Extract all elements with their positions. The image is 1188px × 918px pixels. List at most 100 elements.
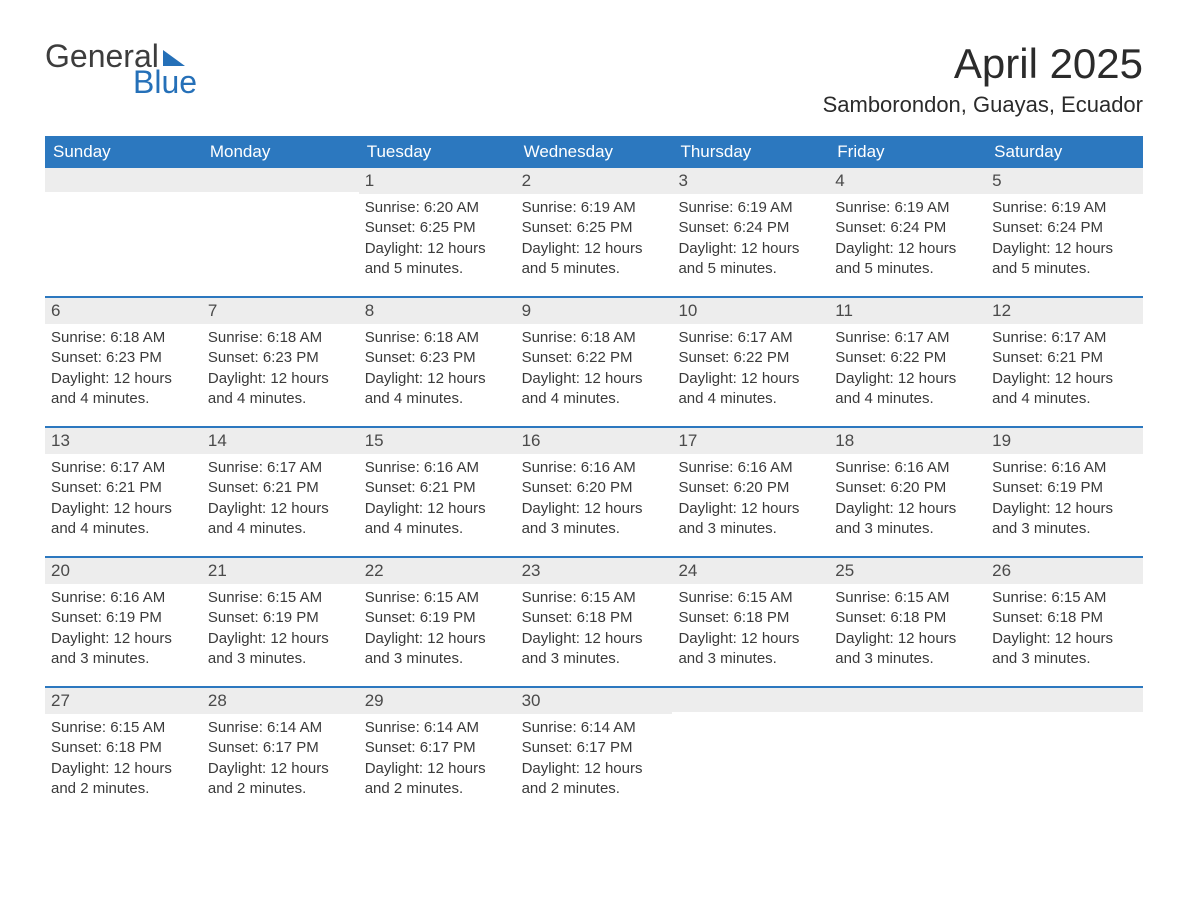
title-block: April 2025 Samborondon, Guayas, Ecuador: [823, 40, 1143, 118]
daynum-row: 4: [829, 168, 986, 194]
cell-line: Daylight: 12 hours and 3 minutes.: [208, 629, 351, 670]
cell-line: Sunset: 6:17 PM: [365, 738, 508, 758]
cell-line: Daylight: 12 hours and 5 minutes.: [992, 239, 1135, 280]
cell-line: Daylight: 12 hours and 3 minutes.: [835, 629, 978, 670]
day-number: 14: [202, 428, 359, 454]
cell-line: Sunrise: 6:15 AM: [365, 588, 508, 608]
daynum-row: 22: [359, 558, 516, 584]
day-number: 11: [829, 298, 986, 324]
cell-content: Sunrise: 6:18 AMSunset: 6:23 PMDaylight:…: [45, 324, 202, 409]
daynum-row: 1: [359, 168, 516, 194]
day-number: 29: [359, 688, 516, 714]
cell-line: Sunrise: 6:15 AM: [835, 588, 978, 608]
cell-line: Sunrise: 6:18 AM: [208, 328, 351, 348]
week-row: 27Sunrise: 6:15 AMSunset: 6:18 PMDayligh…: [45, 686, 1143, 816]
cell-line: Sunset: 6:22 PM: [522, 348, 665, 368]
cell-line: Sunrise: 6:15 AM: [678, 588, 821, 608]
cell-line: Sunset: 6:18 PM: [992, 608, 1135, 628]
cell-line: Sunrise: 6:17 AM: [835, 328, 978, 348]
day-number: [45, 168, 202, 192]
day-header-thursday: Thursday: [672, 136, 829, 168]
cell-line: Daylight: 12 hours and 2 minutes.: [365, 759, 508, 800]
cell-content: Sunrise: 6:15 AMSunset: 6:18 PMDaylight:…: [986, 584, 1143, 669]
daynum-row: 21: [202, 558, 359, 584]
daynum-row: 24: [672, 558, 829, 584]
day-number: 20: [45, 558, 202, 584]
daynum-row: 23: [516, 558, 673, 584]
cell-line: Sunrise: 6:15 AM: [992, 588, 1135, 608]
daynum-row: 27: [45, 688, 202, 714]
calendar-cell: 11 Sunrise: 6:17 AMSunset: 6:22 PMDayligh…: [829, 298, 986, 426]
daynum-row: 3: [672, 168, 829, 194]
cell-line: Daylight: 12 hours and 3 minutes.: [835, 499, 978, 540]
calendar-cell: 21Sunrise: 6:15 AMSunset: 6:19 PMDayligh…: [202, 558, 359, 686]
day-number: [202, 168, 359, 192]
cell-line: Sunrise: 6:16 AM: [365, 458, 508, 478]
calendar-cell: 20Sunrise: 6:16 AMSunset: 6:19 PMDayligh…: [45, 558, 202, 686]
calendar-cell: 8Sunrise: 6:18 AMSunset: 6:23 PMDaylight…: [359, 298, 516, 426]
daynum-row: 11: [829, 298, 986, 324]
cell-line: Daylight: 12 hours and 3 minutes.: [992, 499, 1135, 540]
cell-line: Sunrise: 6:16 AM: [51, 588, 194, 608]
day-number: 10: [672, 298, 829, 324]
cell-content: Sunrise: 6:15 AMSunset: 6:18 PMDaylight:…: [45, 714, 202, 799]
cell-line: Daylight: 12 hours and 2 minutes.: [208, 759, 351, 800]
calendar-cell: 24Sunrise: 6:15 AMSunset: 6:18 PMDayligh…: [672, 558, 829, 686]
calendar-cell: 27Sunrise: 6:15 AMSunset: 6:18 PMDayligh…: [45, 688, 202, 816]
cell-line: Sunset: 6:24 PM: [992, 218, 1135, 238]
calendar-cell: 19Sunrise: 6:16 AMSunset: 6:19 PMDayligh…: [986, 428, 1143, 556]
cell-content: Sunrise: 6:15 AMSunset: 6:19 PMDaylight:…: [202, 584, 359, 669]
cell-content: Sunrise: 6:17 AMSunset: 6:22 PMDaylight:…: [672, 324, 829, 409]
daynum-row: 30: [516, 688, 673, 714]
calendar-cell: [986, 688, 1143, 816]
cell-line: Daylight: 12 hours and 4 minutes.: [365, 369, 508, 410]
cell-line: Sunrise: 6:17 AM: [678, 328, 821, 348]
cell-line: Sunrise: 6:17 AM: [992, 328, 1135, 348]
cell-content: Sunrise: 6:16 AMSunset: 6:20 PMDaylight:…: [672, 454, 829, 539]
day-number: 3: [672, 168, 829, 194]
cell-content: Sunrise: 6:18 AMSunset: 6:22 PMDaylight:…: [516, 324, 673, 409]
daynum-row: 5: [986, 168, 1143, 194]
day-number: 1: [359, 168, 516, 194]
cell-content: Sunrise: 6:16 AMSunset: 6:20 PMDaylight:…: [829, 454, 986, 539]
cell-content: Sunrise: 6:17 AMSunset: 6:21 PMDaylight:…: [45, 454, 202, 539]
cell-line: Sunset: 6:18 PM: [678, 608, 821, 628]
calendar-cell: [829, 688, 986, 816]
cell-line: Sunset: 6:19 PM: [51, 608, 194, 628]
daynum-row: 20: [45, 558, 202, 584]
cell-content: Sunrise: 6:16 AMSunset: 6:19 PMDaylight:…: [45, 584, 202, 669]
cell-line: Sunset: 6:22 PM: [835, 348, 978, 368]
daynum-row: 19: [986, 428, 1143, 454]
day-number: 9: [516, 298, 673, 324]
cell-line: Sunrise: 6:14 AM: [522, 718, 665, 738]
cell-line: Sunrise: 6:16 AM: [522, 458, 665, 478]
cell-content: Sunrise: 6:14 AMSunset: 6:17 PMDaylight:…: [359, 714, 516, 799]
daynum-row: 29: [359, 688, 516, 714]
daynum-row: 16: [516, 428, 673, 454]
cell-line: Daylight: 12 hours and 4 minutes.: [835, 369, 978, 410]
daynum-row: [672, 688, 829, 712]
daynum-row: 28: [202, 688, 359, 714]
calendar-cell: 14Sunrise: 6:17 AMSunset: 6:21 PMDayligh…: [202, 428, 359, 556]
week-row: 1Sunrise: 6:20 AMSunset: 6:25 PMDaylight…: [45, 168, 1143, 296]
cell-line: Sunset: 6:18 PM: [522, 608, 665, 628]
day-number: 22: [359, 558, 516, 584]
cell-line: Sunset: 6:19 PM: [992, 478, 1135, 498]
cell-line: Sunrise: 6:16 AM: [678, 458, 821, 478]
cell-line: Daylight: 12 hours and 4 minutes.: [51, 499, 194, 540]
cell-line: Sunrise: 6:14 AM: [365, 718, 508, 738]
cell-line: Daylight: 12 hours and 3 minutes.: [522, 499, 665, 540]
day-header-friday: Friday: [829, 136, 986, 168]
day-number: 16: [516, 428, 673, 454]
daynum-row: [986, 688, 1143, 712]
cell-content: Sunrise: 6:20 AMSunset: 6:25 PMDaylight:…: [359, 194, 516, 279]
cell-line: Daylight: 12 hours and 3 minutes.: [992, 629, 1135, 670]
cell-line: Sunrise: 6:15 AM: [522, 588, 665, 608]
calendar-cell: 23Sunrise: 6:15 AMSunset: 6:18 PMDayligh…: [516, 558, 673, 686]
day-number: [672, 688, 829, 712]
day-number: 23: [516, 558, 673, 584]
cell-content: Sunrise: 6:18 AMSunset: 6:23 PMDaylight:…: [359, 324, 516, 409]
cell-content: Sunrise: 6:15 AMSunset: 6:18 PMDaylight:…: [516, 584, 673, 669]
cell-line: Sunset: 6:18 PM: [835, 608, 978, 628]
day-header-monday: Monday: [202, 136, 359, 168]
